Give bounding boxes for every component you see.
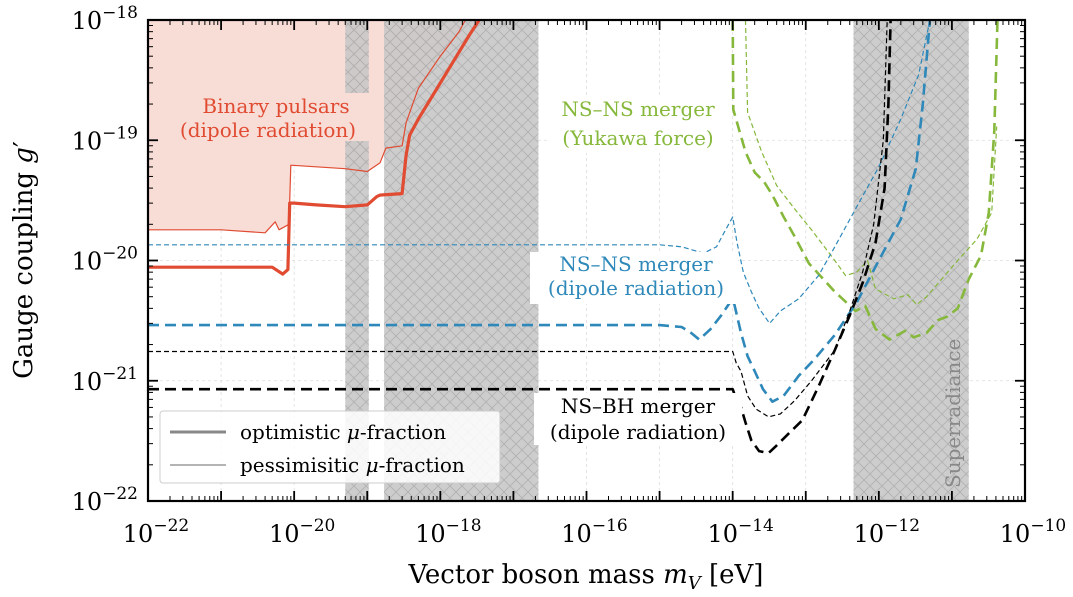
x-tick-label: 10−10 <box>1000 516 1066 548</box>
nsbh-label-bg <box>534 393 742 445</box>
pulsar-label-bg <box>178 93 374 141</box>
legend-label-optimistic: optimistic μ-fraction <box>240 420 446 444</box>
pulsar-label-line2: (dipole radiation) <box>180 118 356 142</box>
x-axis-title: Vector boson mass mV [eV] <box>408 560 764 594</box>
x-tick-label: 10−22 <box>123 516 189 548</box>
pulsar-label-line1: Binary pulsars <box>202 94 349 118</box>
axis-ticks <box>147 20 1025 502</box>
x-tick-label: 10−12 <box>854 516 920 548</box>
y-tick-label: 10−21 <box>72 364 138 396</box>
dipole-label-line2: (dipole radiation) <box>548 276 724 300</box>
series-lines <box>148 20 999 455</box>
yukawa-label-line1: NS–NS merger <box>561 97 715 121</box>
series-nsbh-pessimistic <box>148 20 888 418</box>
series-yukawa-optimistic <box>731 20 999 341</box>
superradiance-label: Superradiance <box>941 339 965 488</box>
series-pulsar-optimistic <box>148 20 481 276</box>
nsbh-label-line1: NS–BH merger <box>561 394 716 418</box>
legend: optimistic μ-fraction pessimisitic μ-fra… <box>159 410 501 484</box>
x-tick-label: 10−16 <box>561 516 627 548</box>
y-tick-label: 10−19 <box>72 123 138 155</box>
series-yukawa-pessimistic <box>744 20 998 306</box>
dipole-label-line1: NS–NS merger <box>559 252 713 276</box>
x-tick-label: 10−18 <box>415 516 481 548</box>
yukawa-label-bg <box>548 97 730 153</box>
y-tick-label: 10−18 <box>72 3 138 35</box>
y-tick-label: 10−20 <box>72 244 138 276</box>
y-axis-title: Gauge coupling g′ <box>9 141 39 379</box>
series-dipole-pessimistic <box>148 20 931 324</box>
x-tick-label: 10−20 <box>269 516 335 548</box>
y-tick-label: 10−22 <box>72 484 138 516</box>
y-tick-labels: 10−22 10−21 10−20 10−19 10−18 <box>72 3 138 516</box>
nsbh-label-line2: (dipole radiation) <box>550 420 726 444</box>
yukawa-label-line2: (Yukawa force) <box>562 126 713 150</box>
excluded-band <box>853 20 969 501</box>
legend-box <box>159 410 501 484</box>
x-tick-label: 10−14 <box>707 516 773 548</box>
x-tick-labels: 10−22 10−20 10−18 10−16 10−14 10−12 10−10 <box>123 516 1066 548</box>
series-dipole-optimistic <box>148 20 932 403</box>
dipole-label-bg <box>530 252 738 304</box>
series-pulsar-pessimistic <box>148 20 466 234</box>
annotations: Binary pulsars (dipole radiation) NS–NS … <box>178 93 965 488</box>
legend-label-pessimistic: pessimisitic μ-fraction <box>240 453 465 477</box>
